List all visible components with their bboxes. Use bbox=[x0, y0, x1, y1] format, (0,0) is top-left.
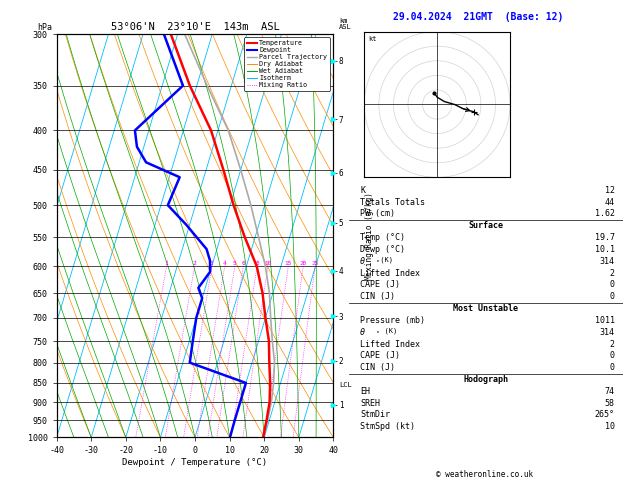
Text: 2: 2 bbox=[610, 269, 615, 278]
Text: StmSpd (kt): StmSpd (kt) bbox=[360, 422, 415, 431]
Text: EH: EH bbox=[360, 387, 370, 396]
Text: 314: 314 bbox=[599, 328, 615, 337]
Text: Most Unstable: Most Unstable bbox=[454, 304, 518, 313]
Text: Lifted Index: Lifted Index bbox=[360, 340, 420, 348]
Text: Totals Totals: Totals Totals bbox=[360, 198, 425, 207]
Text: 2: 2 bbox=[192, 261, 196, 266]
Text: Lifted Index: Lifted Index bbox=[360, 269, 420, 278]
Text: 44: 44 bbox=[604, 198, 615, 207]
Text: K: K bbox=[360, 186, 365, 195]
Text: StmDir: StmDir bbox=[360, 410, 390, 419]
Text: SREH: SREH bbox=[360, 399, 380, 408]
Text: hPa: hPa bbox=[37, 23, 52, 32]
Text: Pressure (mb): Pressure (mb) bbox=[360, 316, 425, 325]
Text: CIN (J): CIN (J) bbox=[360, 292, 395, 301]
Text: 10.1: 10.1 bbox=[594, 245, 615, 254]
Text: 314: 314 bbox=[599, 257, 615, 266]
Text: Surface: Surface bbox=[469, 221, 503, 230]
X-axis label: Dewpoint / Temperature (°C): Dewpoint / Temperature (°C) bbox=[123, 458, 267, 467]
Text: 29.04.2024  21GMT  (Base: 12): 29.04.2024 21GMT (Base: 12) bbox=[393, 12, 563, 22]
Text: 3: 3 bbox=[210, 261, 214, 266]
Legend: Temperature, Dewpoint, Parcel Trajectory, Dry Adiabat, Wet Adiabat, Isotherm, Mi: Temperature, Dewpoint, Parcel Trajectory… bbox=[244, 37, 330, 91]
Text: PW (cm): PW (cm) bbox=[360, 209, 395, 219]
Text: 8: 8 bbox=[255, 261, 259, 266]
Text: 10: 10 bbox=[264, 261, 272, 266]
Text: LCL: LCL bbox=[339, 382, 352, 388]
Text: 4: 4 bbox=[223, 261, 226, 266]
Text: 1011: 1011 bbox=[594, 316, 615, 325]
Text: 1: 1 bbox=[165, 261, 169, 266]
Text: 10: 10 bbox=[604, 422, 615, 431]
Text: 5: 5 bbox=[233, 261, 237, 266]
Text: 0: 0 bbox=[610, 280, 615, 289]
Text: Dewp (°C): Dewp (°C) bbox=[360, 245, 405, 254]
Text: 15: 15 bbox=[284, 261, 292, 266]
Title: 53°06'N  23°10'E  143m  ASL: 53°06'N 23°10'E 143m ASL bbox=[111, 22, 279, 32]
Text: 58: 58 bbox=[604, 399, 615, 408]
Text: θ: θ bbox=[360, 257, 365, 266]
Text: Temp (°C): Temp (°C) bbox=[360, 233, 405, 242]
Text: θ: θ bbox=[360, 328, 365, 337]
Text: Mixing Ratio (g/kg): Mixing Ratio (g/kg) bbox=[365, 192, 374, 279]
Text: 0: 0 bbox=[610, 351, 615, 360]
Text: km
ASL: km ASL bbox=[339, 18, 352, 30]
Text: 0: 0 bbox=[610, 363, 615, 372]
Text: 19.7: 19.7 bbox=[594, 233, 615, 242]
Text: kt: kt bbox=[369, 36, 377, 42]
Text: CAPE (J): CAPE (J) bbox=[360, 280, 400, 289]
Text: 0: 0 bbox=[610, 292, 615, 301]
Text: 6: 6 bbox=[242, 261, 245, 266]
Text: CAPE (J): CAPE (J) bbox=[360, 351, 400, 360]
Text: 20: 20 bbox=[299, 261, 307, 266]
Text: Hodograph: Hodograph bbox=[464, 375, 508, 384]
Text: 74: 74 bbox=[604, 387, 615, 396]
Text: CIN (J): CIN (J) bbox=[360, 363, 395, 372]
Text: 12: 12 bbox=[604, 186, 615, 195]
Text: © weatheronline.co.uk: © weatheronline.co.uk bbox=[436, 469, 533, 479]
Text: ₑ(K): ₑ(K) bbox=[376, 257, 394, 263]
Text: ₑ (K): ₑ (K) bbox=[376, 328, 398, 334]
Text: 1.62: 1.62 bbox=[594, 209, 615, 219]
Text: 265°: 265° bbox=[594, 410, 615, 419]
Text: 25: 25 bbox=[311, 261, 319, 266]
Text: 2: 2 bbox=[610, 340, 615, 348]
